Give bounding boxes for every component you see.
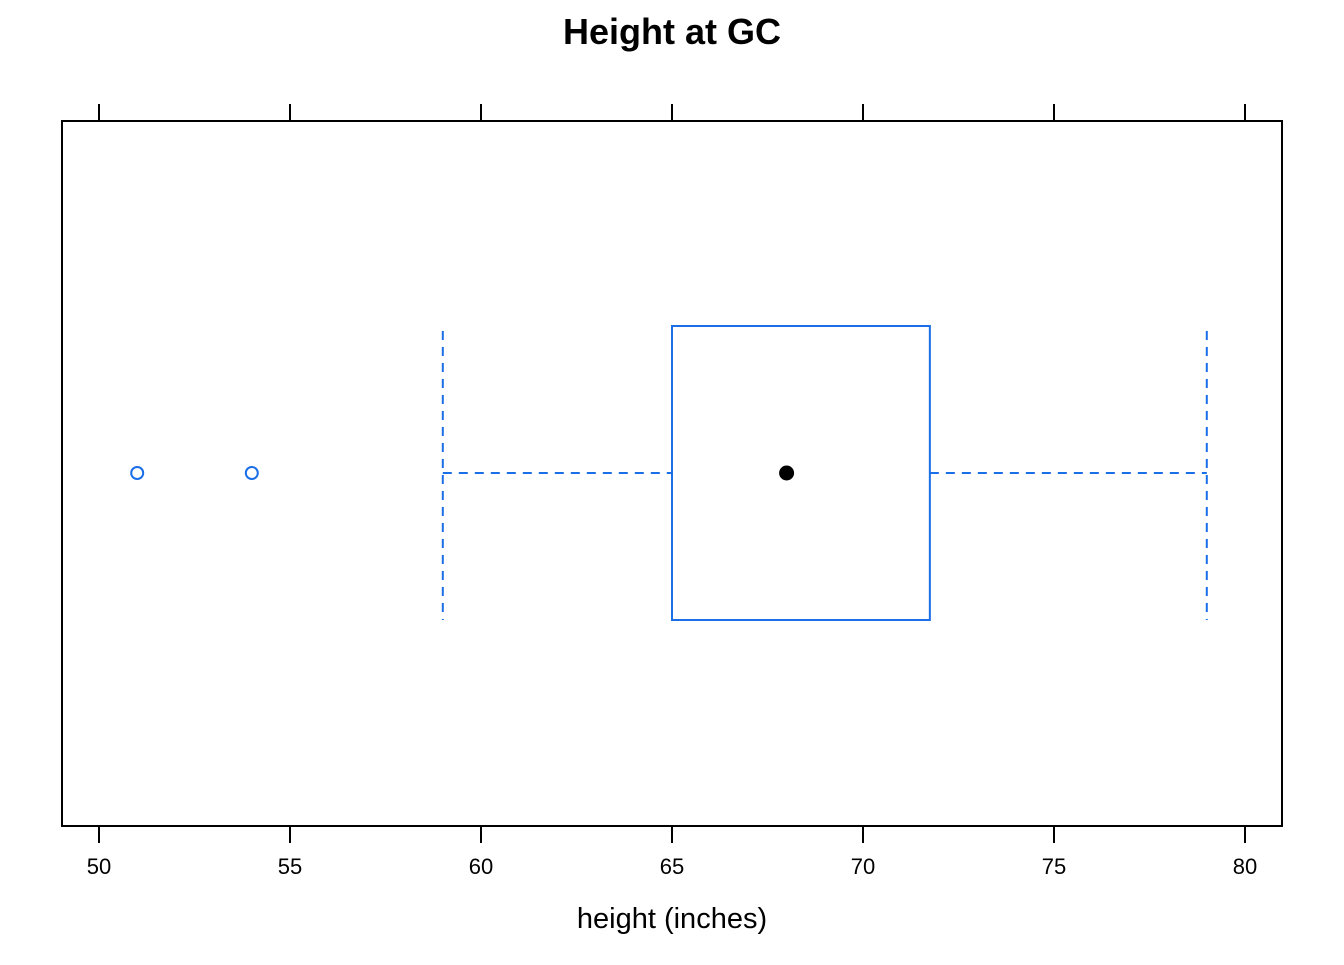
box-and-whisker	[441, 325, 1208, 621]
chart-title: Height at GC	[563, 11, 781, 52]
tick-label-80: 80	[1233, 854, 1257, 879]
tick-label-50: 50	[87, 854, 111, 879]
x-axis-tick-labels: 50 55 60 65 70 75 80	[87, 854, 1257, 879]
tick-label-65: 65	[660, 854, 684, 879]
top-axis-ticks	[98, 104, 1246, 121]
x-axis-label: height (inches)	[577, 903, 767, 935]
outlier-points	[130, 466, 259, 480]
tick-label-60: 60	[469, 854, 493, 879]
bottom-axis-ticks	[98, 826, 1246, 843]
tick-label-55: 55	[278, 854, 302, 879]
outlier-point-0	[130, 466, 145, 480]
iqr-box	[671, 325, 931, 621]
median-dot	[779, 465, 795, 481]
outlier-point-1	[244, 466, 259, 480]
tick-label-75: 75	[1042, 854, 1066, 879]
tick-label-70: 70	[851, 854, 875, 879]
